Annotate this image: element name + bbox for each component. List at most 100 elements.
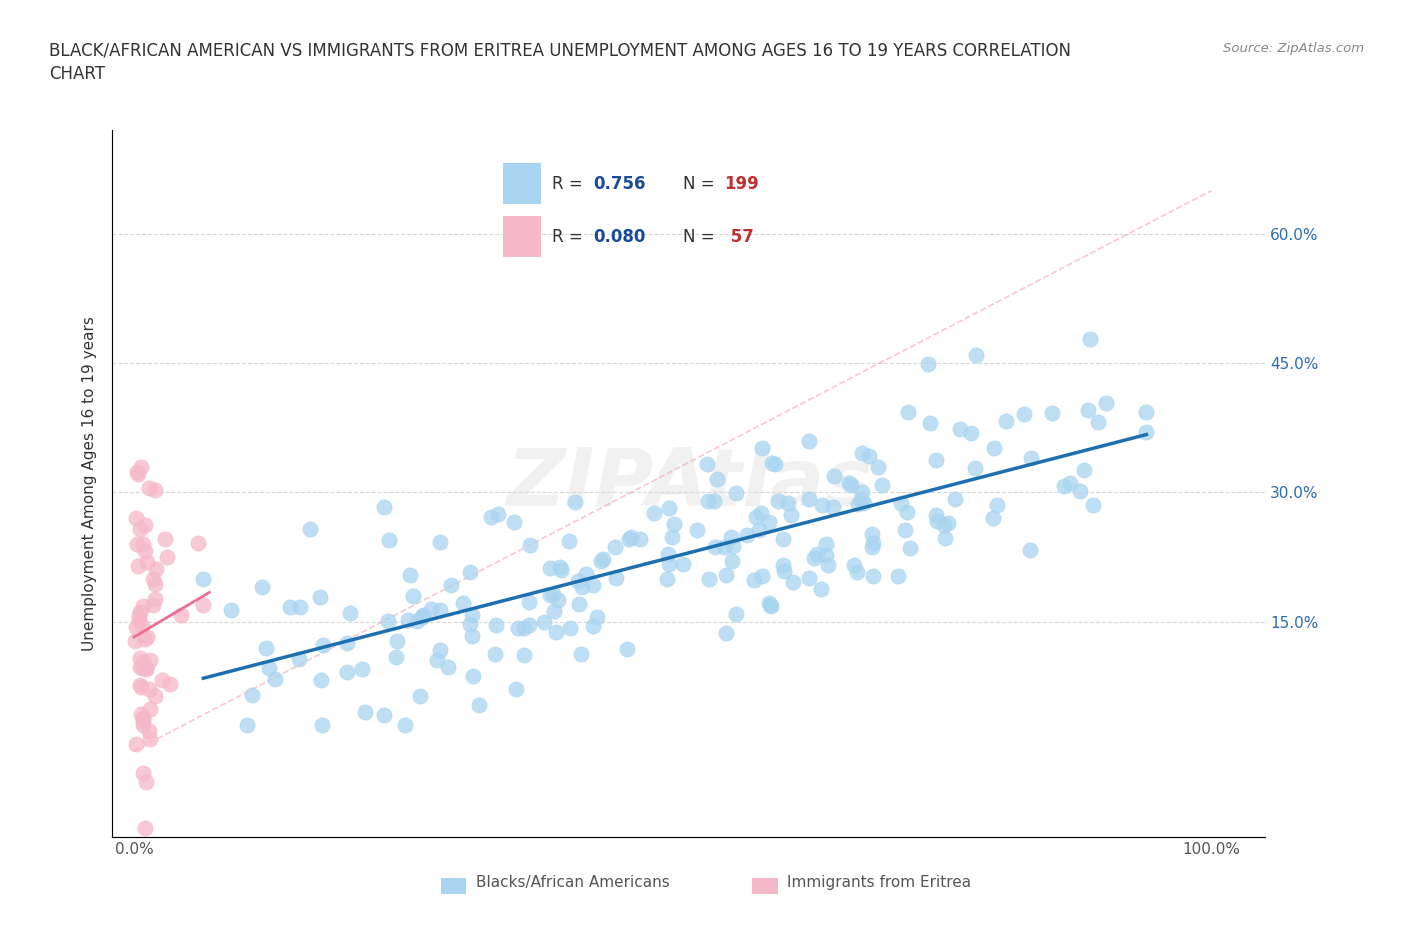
Point xyxy=(995,414,1018,429)
Point xyxy=(934,531,956,546)
Point xyxy=(429,535,451,550)
Point xyxy=(134,518,156,533)
Point xyxy=(264,671,287,686)
Point xyxy=(339,605,361,620)
Point xyxy=(628,532,651,547)
Point xyxy=(870,477,893,492)
Point xyxy=(925,508,948,523)
Point xyxy=(846,565,869,579)
Point xyxy=(254,640,277,655)
Point xyxy=(983,441,1005,456)
Point xyxy=(127,558,149,573)
Point xyxy=(658,556,681,571)
Point xyxy=(150,672,173,687)
Point xyxy=(139,653,162,668)
Point xyxy=(399,567,422,582)
Point xyxy=(461,628,484,643)
Text: Blacks/African Americans: Blacks/African Americans xyxy=(475,875,669,890)
Text: BLACK/AFRICAN AMERICAN VS IMMIGRANTS FROM ERITREA UNEMPLOYMENT AMONG AGES 16 TO : BLACK/AFRICAN AMERICAN VS IMMIGRANTS FRO… xyxy=(49,42,1071,60)
Point xyxy=(129,604,152,619)
Point xyxy=(797,571,820,586)
Point xyxy=(1135,405,1157,419)
Point xyxy=(849,493,872,508)
Point xyxy=(250,580,273,595)
Point xyxy=(713,540,735,555)
Point xyxy=(124,633,146,648)
Point xyxy=(568,597,591,612)
Point xyxy=(823,469,845,484)
Point xyxy=(603,539,626,554)
Point xyxy=(547,593,569,608)
Point xyxy=(860,526,883,541)
Point xyxy=(517,618,540,632)
Point xyxy=(558,620,581,635)
Point xyxy=(735,528,758,543)
Point xyxy=(385,649,408,664)
Point xyxy=(949,421,972,436)
Point xyxy=(657,572,679,587)
Point xyxy=(706,472,728,486)
Point xyxy=(605,571,627,586)
Point xyxy=(782,575,804,590)
Point xyxy=(868,460,890,475)
Text: Source: ZipAtlas.com: Source: ZipAtlas.com xyxy=(1223,42,1364,55)
Point xyxy=(336,636,359,651)
Point xyxy=(169,608,191,623)
Point xyxy=(138,682,160,697)
Point xyxy=(1078,332,1101,347)
Point xyxy=(838,475,860,490)
Point xyxy=(139,701,162,716)
Point xyxy=(758,514,780,529)
Point xyxy=(135,661,157,676)
Point xyxy=(898,541,921,556)
Point xyxy=(484,646,506,661)
Point xyxy=(312,637,335,652)
Point xyxy=(860,539,883,554)
Point xyxy=(135,555,157,570)
Point xyxy=(506,621,529,636)
Point xyxy=(129,680,152,695)
Point xyxy=(143,689,166,704)
Point xyxy=(811,498,834,512)
Point xyxy=(759,598,782,613)
Point xyxy=(513,647,536,662)
Point xyxy=(143,482,166,497)
Point xyxy=(943,492,966,507)
Point xyxy=(127,467,149,482)
Point xyxy=(193,572,215,587)
Point xyxy=(138,724,160,738)
Point xyxy=(335,665,357,680)
Point xyxy=(543,603,565,618)
Point xyxy=(309,673,332,688)
Point xyxy=(751,441,773,456)
Text: CHART: CHART xyxy=(49,65,105,83)
Point xyxy=(533,615,555,630)
Point xyxy=(134,544,156,559)
Point xyxy=(716,625,738,640)
Point xyxy=(505,681,527,696)
Point xyxy=(766,493,789,508)
Point xyxy=(353,704,375,719)
Point xyxy=(132,537,155,551)
Point xyxy=(986,498,1008,512)
Point xyxy=(927,514,949,529)
Point xyxy=(402,589,425,604)
Point xyxy=(657,547,679,562)
Point xyxy=(936,515,959,530)
Point xyxy=(981,511,1004,525)
Point xyxy=(132,655,155,670)
Point xyxy=(1073,462,1095,477)
Point xyxy=(236,718,259,733)
Y-axis label: Unemployment Among Ages 16 to 19 years: Unemployment Among Ages 16 to 19 years xyxy=(82,316,97,651)
Point xyxy=(582,618,605,633)
Point xyxy=(1095,395,1118,410)
Point xyxy=(591,553,613,568)
Point xyxy=(257,660,280,675)
Point xyxy=(142,598,165,613)
Point xyxy=(458,565,481,579)
Point xyxy=(917,356,939,371)
Point xyxy=(479,510,502,525)
Point xyxy=(815,548,838,563)
Point xyxy=(131,712,153,727)
Point xyxy=(661,530,683,545)
